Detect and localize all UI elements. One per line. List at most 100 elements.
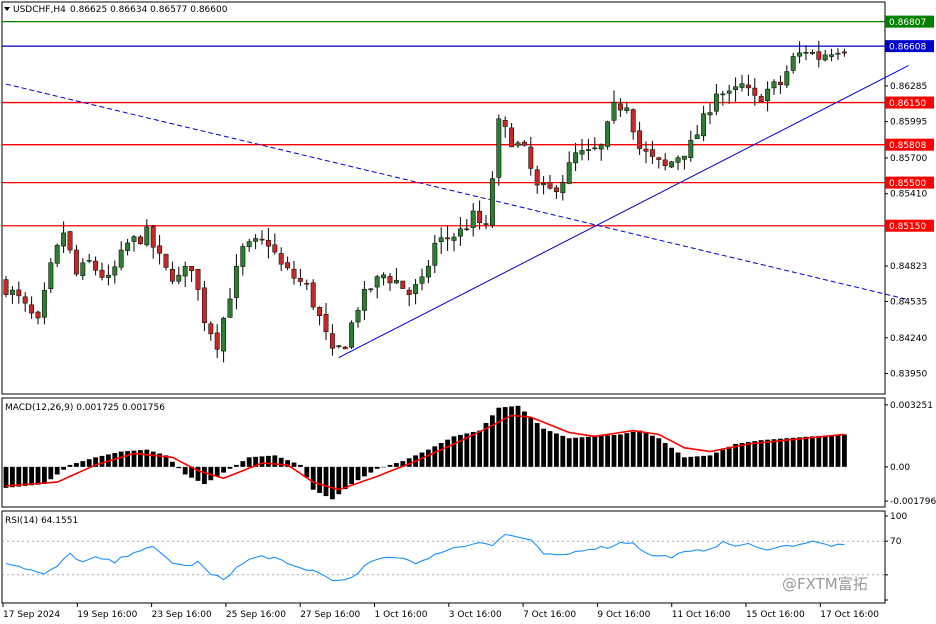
candle-body (317, 307, 323, 316)
macd-bar (406, 458, 412, 467)
candle-body (246, 241, 252, 248)
macd-bar (694, 456, 700, 467)
macd-bar (266, 455, 271, 467)
candle-body (221, 317, 227, 352)
macd-bar (278, 457, 284, 467)
candle-body (349, 322, 355, 348)
macd-bar (349, 466, 354, 485)
macd-bar (163, 455, 169, 467)
candle-body (675, 157, 681, 163)
rsi-axis: 100 70 (885, 512, 907, 601)
macd-bar (451, 436, 457, 467)
macd-signal-path (5, 414, 845, 491)
macd-bar (67, 464, 73, 467)
macd-bar (784, 438, 790, 467)
candle-body (643, 148, 649, 152)
time-tick-label: 27 Sep 16:00 (300, 610, 360, 620)
candle-body (822, 54, 828, 61)
candle-body (329, 333, 335, 349)
macd-bar (189, 466, 194, 478)
candle-body (605, 121, 611, 147)
candle-body (131, 236, 137, 242)
macd-bar (547, 431, 553, 467)
macd-bar (515, 405, 521, 467)
candle-body (342, 346, 348, 350)
macd-bar (272, 455, 278, 467)
macd-bar (816, 435, 822, 467)
macd-bar (662, 443, 668, 467)
macd-bar (739, 443, 745, 467)
candle-body (528, 146, 534, 169)
rsi-pane[interactable]: 100 70 RSI(14) 64.1551 (1, 510, 907, 604)
candle-body (477, 210, 483, 223)
macd-bar (630, 431, 636, 467)
macd-bar (10, 466, 15, 488)
support-trendline (338, 65, 909, 358)
macd-bar (35, 466, 41, 485)
candle-body (573, 152, 579, 164)
candle-body (534, 169, 540, 186)
candle-body (733, 86, 739, 91)
macd-bar (496, 407, 502, 467)
macd-bar (387, 464, 393, 467)
macd-bar (86, 459, 92, 467)
candle-body (137, 236, 143, 245)
macd-bar (579, 437, 585, 467)
macd-bar (675, 452, 681, 467)
candle-body (656, 157, 662, 160)
candle-body (278, 253, 284, 265)
rsi-line (5, 533, 845, 582)
time-tick-label: 9 Oct 16:00 (597, 610, 650, 620)
macd-bar (797, 437, 802, 467)
candle-body (368, 288, 374, 291)
candle-body (125, 242, 131, 251)
macd-bar (144, 449, 150, 467)
candle-body (611, 101, 617, 121)
macd-bar (637, 430, 642, 467)
macd-bar (61, 466, 66, 470)
macd-signal-line (5, 414, 845, 491)
price-tick-label: 0.84240 (890, 334, 927, 344)
symbol-label: USDCHF,H4 (13, 5, 66, 15)
candle-body (579, 150, 585, 155)
price-tag-label: 0.86150 (889, 99, 926, 109)
macd-pane[interactable]: 0.003251 0.00 -0.001796 MACD(12,26,9) 0.00… (1, 397, 936, 508)
macd-bar (733, 443, 738, 467)
macd-bar (221, 466, 226, 473)
candle-body (841, 51, 847, 54)
macd-bar (470, 432, 476, 467)
candle-body (9, 289, 15, 295)
candle-body (73, 249, 79, 275)
macd-bar (16, 466, 22, 487)
candle-body (157, 245, 163, 254)
time-tick-label: 17 Oct 16:00 (820, 610, 879, 620)
candle-body (457, 228, 463, 237)
macd-bar (419, 452, 425, 467)
candle-body (797, 52, 803, 57)
price-tag-box (885, 138, 934, 151)
candle-body (720, 93, 726, 96)
candle-body (233, 265, 239, 298)
candle-body (585, 149, 591, 151)
candle-body (617, 103, 623, 111)
price-tag-label: 0.85150 (889, 222, 926, 232)
macd-bar (650, 435, 655, 467)
macd-bar (746, 442, 751, 467)
price-tag-label: 0.85808 (889, 141, 926, 151)
candle-body (67, 231, 73, 251)
candle-body (521, 141, 527, 146)
candle-body (784, 71, 790, 86)
macd-bar (688, 456, 694, 467)
candlesticks (3, 40, 847, 363)
macd-bar (93, 457, 98, 467)
price-pane[interactable]: 0.86807 0.86608 0.86150 0.85808 0.85500 0.851… (1, 1, 934, 395)
macd-bar (790, 437, 796, 467)
macd-bar (259, 456, 265, 467)
price-tag-label: 0.85500 (889, 179, 926, 189)
macd-bar (246, 457, 252, 467)
price-tag-box (885, 176, 934, 189)
candle-body (509, 127, 515, 148)
macd-bar (522, 411, 527, 467)
candle-body (214, 332, 220, 350)
